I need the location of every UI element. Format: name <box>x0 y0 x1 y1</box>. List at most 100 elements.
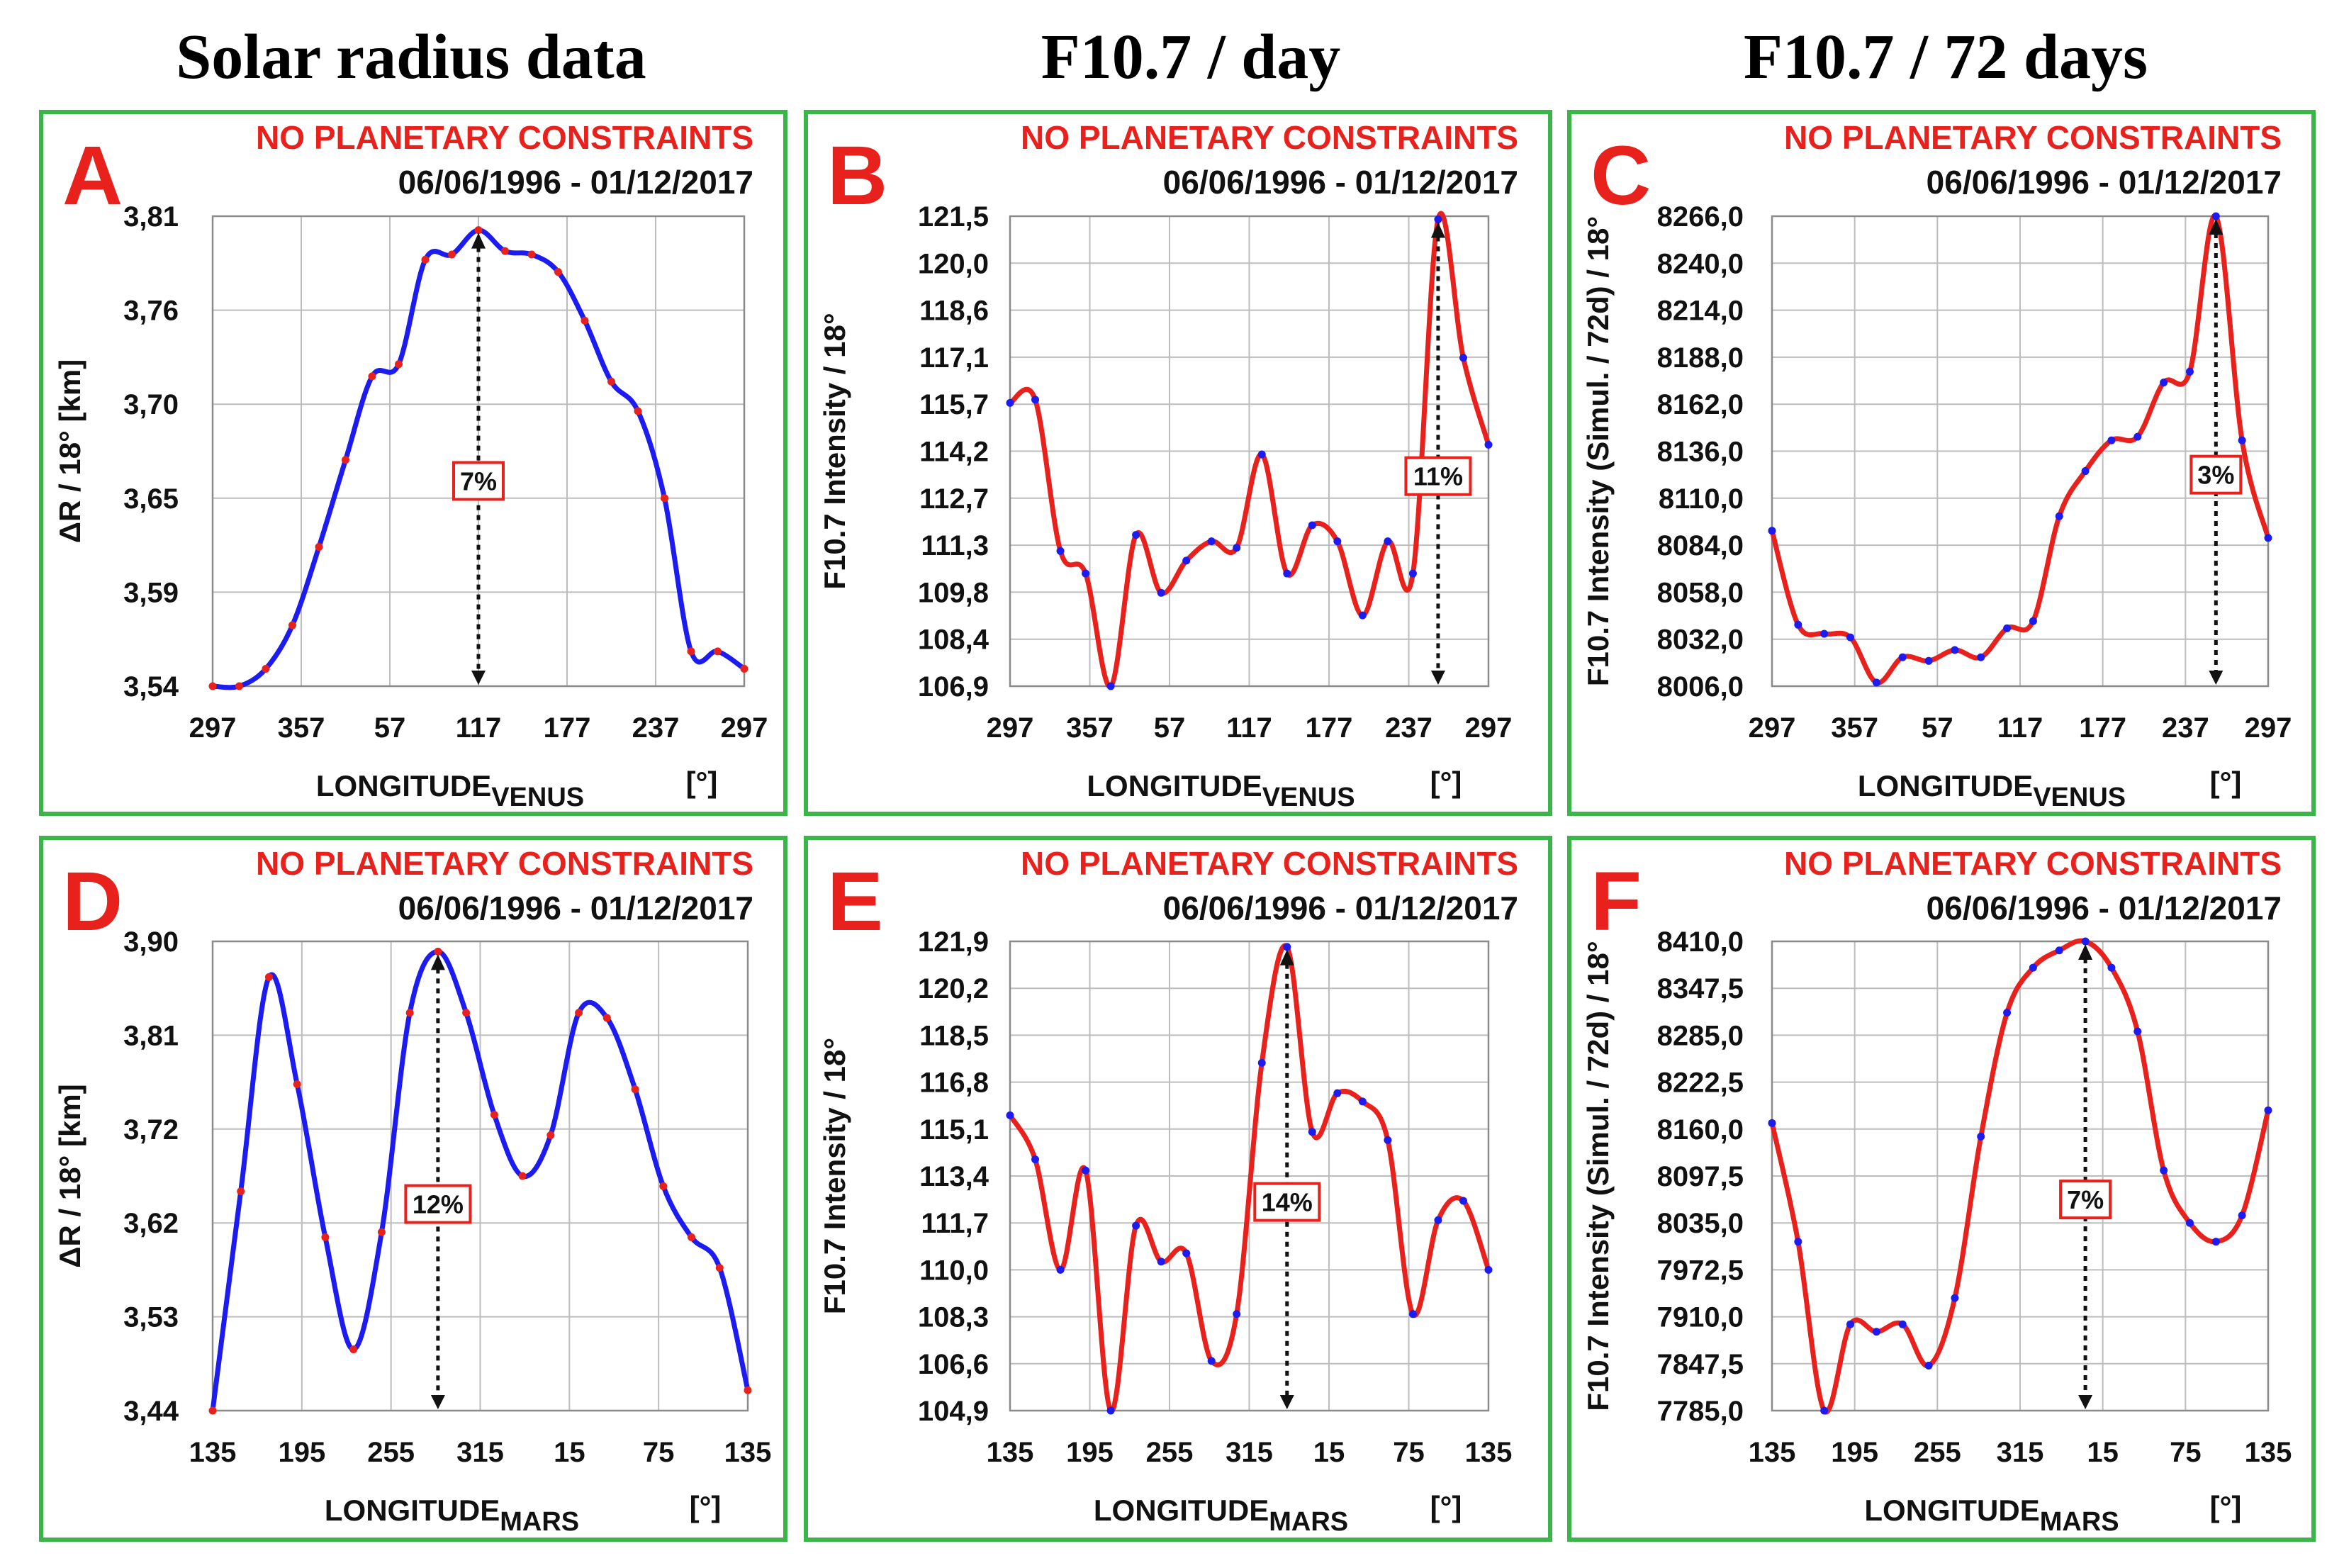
series-line <box>1769 213 2271 685</box>
y-tick-label: 3,81 <box>123 201 179 233</box>
data-point <box>1106 682 1115 690</box>
data-point <box>2211 1238 2220 1246</box>
data-point <box>1132 1221 1140 1230</box>
data-point <box>321 1233 330 1241</box>
percent-label: 7% <box>460 466 497 495</box>
data-point <box>377 1228 386 1236</box>
data-point <box>546 1131 555 1139</box>
panel-f: F NO PLANETARY CONSTRAINTS 06/06/1996 - 01… <box>1567 836 2316 1542</box>
percent-box <box>452 461 505 501</box>
data-point <box>2264 534 2272 542</box>
arrow-head-up <box>2209 219 2224 235</box>
data-point <box>1157 588 1165 597</box>
percent-box <box>2189 454 2243 495</box>
date-range: 06/06/1996 - 01/12/2017 <box>1163 164 1518 201</box>
panel-frame <box>39 110 787 816</box>
x-tick-label: 135 <box>2245 1437 2292 1468</box>
date-range: 06/06/1996 - 01/12/2017 <box>1927 890 2282 926</box>
data-point <box>1283 943 1291 951</box>
y-axis-label: ΔR / 18° [km] <box>53 1084 86 1267</box>
y-tick-label: 8032,0 <box>1657 625 1744 656</box>
percent-box <box>2059 1180 2112 1220</box>
plot-area <box>211 215 746 688</box>
x-tick-label: 15 <box>2087 1437 2119 1468</box>
y-tick-label: 113,4 <box>919 1161 989 1192</box>
data-point <box>368 372 376 381</box>
data-point <box>293 1080 301 1088</box>
data-point <box>1031 396 1040 404</box>
data-point <box>1951 646 1959 654</box>
y-tick-label: 120,0 <box>918 248 989 279</box>
x-tick-label: 75 <box>1393 1437 1425 1468</box>
plot-area <box>1009 215 1490 688</box>
data-point <box>659 1182 668 1190</box>
x-tick-label: 297 <box>189 712 237 744</box>
y-tick-label: 8160,0 <box>1657 1114 1744 1146</box>
data-point <box>349 1345 358 1354</box>
y-tick-label: 115,7 <box>919 389 989 420</box>
y-tick-label: 111,3 <box>921 530 989 561</box>
data-point <box>1106 1406 1115 1415</box>
x-tick-label: 135 <box>1749 1437 1796 1468</box>
data-point <box>2185 1219 2194 1227</box>
column-title-f107-72days: F10.7 / 72 days <box>1744 22 2148 92</box>
data-point <box>264 973 273 981</box>
x-tick-label: 297 <box>1749 712 1796 744</box>
data-point <box>740 664 748 673</box>
data-point <box>1207 537 1216 546</box>
data-point <box>1459 1197 1467 1205</box>
y-tick-label: 111,7 <box>921 1208 989 1239</box>
arrow-head-down <box>1430 671 1445 685</box>
x-axis-unit: [°] <box>2210 1490 2242 1523</box>
data-point <box>1408 569 1417 578</box>
data-point <box>2238 436 2246 444</box>
y-tick-label: 8214,0 <box>1657 296 1744 327</box>
y-tick-label: 3,65 <box>123 483 179 515</box>
data-point <box>434 947 442 956</box>
panel-b: B NO PLANETARY CONSTRAINTS 06/06/1996 - 01… <box>804 110 1552 816</box>
arrow-head-down <box>1279 1395 1294 1409</box>
data-point <box>1846 1320 1855 1328</box>
percent-label: 3% <box>2197 461 2234 490</box>
panel-letter: C <box>1591 129 1651 223</box>
data-point <box>602 1014 611 1022</box>
data-point <box>2185 367 2194 376</box>
y-tick-label: 8347,5 <box>1657 973 1744 1004</box>
x-tick-label: 117 <box>456 712 502 744</box>
y-tick-label: 8110,0 <box>1659 483 1744 515</box>
y-tick-label: 8410,0 <box>1657 926 1744 958</box>
x-tick-label: 177 <box>1306 712 1353 744</box>
data-point <box>1384 1136 1392 1144</box>
x-tick-label: 297 <box>721 712 768 744</box>
date-range: 06/06/1996 - 01/12/2017 <box>1927 164 2282 201</box>
data-point <box>1977 653 1985 661</box>
x-axis-label: LONGITUDEMARS <box>1864 1494 2119 1537</box>
data-point <box>1872 1328 1880 1336</box>
x-tick-label: 255 <box>367 1437 415 1468</box>
y-tick-label: 114,2 <box>919 437 989 468</box>
x-tick-label: 75 <box>2170 1437 2202 1468</box>
panel-letter: E <box>827 855 883 948</box>
y-tick-label: 8136,0 <box>1657 437 1744 468</box>
y-tick-label: 8035,0 <box>1657 1208 1744 1239</box>
y-tick-label: 112,7 <box>919 483 989 515</box>
y-tick-label: 8162,0 <box>1657 389 1744 420</box>
data-point <box>1333 1089 1342 1097</box>
data-point <box>2003 624 2012 632</box>
constraint-label: NO PLANETARY CONSTRAINTS <box>256 119 753 156</box>
data-point <box>1872 678 1880 687</box>
data-point <box>581 316 589 325</box>
y-axis-label: F10.7 Intensity / 18° <box>818 313 851 589</box>
data-point <box>1182 556 1191 565</box>
data-point <box>1207 1357 1216 1365</box>
y-tick-label: 118,6 <box>919 296 989 327</box>
y-tick-label: 7910,0 <box>1657 1302 1744 1333</box>
data-point <box>1358 611 1367 620</box>
x-tick-label: 135 <box>1465 1437 1513 1468</box>
y-axis-label: ΔR / 18° [km] <box>53 359 86 543</box>
percent-box <box>404 1184 472 1224</box>
data-point <box>1082 1166 1090 1175</box>
x-axis-unit: [°] <box>686 766 718 799</box>
data-point <box>1408 1310 1417 1318</box>
